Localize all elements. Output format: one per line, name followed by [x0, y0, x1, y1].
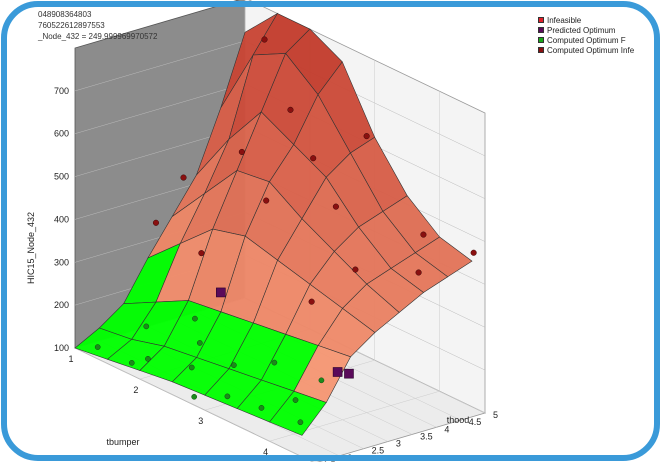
point-infeasible[interactable] [198, 250, 205, 257]
point-feasible[interactable] [192, 315, 198, 322]
point-infeasible[interactable] [352, 266, 359, 273]
legend-label: Predicted Optimum [547, 25, 616, 35]
y-gridline [74, 347, 314, 462]
predicted-optimum-point[interactable] [344, 368, 354, 379]
z-tick-label: 100 [54, 343, 69, 353]
z-tick-label: 700 [54, 86, 69, 96]
info-line-1: 048908364803 [38, 10, 92, 19]
point-infeasible[interactable] [308, 298, 315, 305]
point-infeasible[interactable] [152, 219, 160, 226]
info-line-3: _Node_432 = 249.999969970572 [38, 32, 158, 41]
point-infeasible[interactable] [415, 269, 422, 276]
z-tick-label: 400 [54, 214, 69, 224]
x-tick-label: 2 [133, 385, 138, 395]
y-tick-label: 4.5 [469, 417, 482, 427]
x-tick-label: 1 [68, 354, 73, 364]
point-feasible[interactable] [94, 344, 101, 350]
point-feasible[interactable] [231, 362, 237, 369]
point-infeasible[interactable] [470, 249, 477, 256]
legend-item-computed-feasible: Computed Optimum F [538, 35, 634, 45]
point-infeasible[interactable] [310, 155, 317, 162]
point-infeasible[interactable] [261, 36, 268, 43]
x-tick-label: 4 [263, 447, 268, 457]
info-line-2: 760522612897553 [38, 21, 105, 30]
legend-item-predicted-optimum: Predicted Optimum [538, 25, 634, 35]
legend-swatch [538, 17, 544, 23]
point-infeasible[interactable] [332, 203, 339, 210]
y-tick-label: 5 [493, 410, 498, 420]
point-feasible[interactable] [191, 393, 198, 400]
point-infeasible[interactable] [420, 231, 427, 238]
point-infeasible[interactable] [287, 106, 294, 113]
point-feasible[interactable] [128, 360, 135, 366]
z-tick-label: 300 [54, 257, 69, 267]
legend-swatch [538, 27, 544, 33]
point-feasible[interactable] [271, 359, 278, 366]
y-tick-label: 4 [444, 424, 449, 434]
x-gridline [269, 91, 440, 442]
point-feasible[interactable] [145, 355, 151, 362]
predicted-optimum-point[interactable] [216, 287, 226, 298]
point-infeasible[interactable] [363, 133, 370, 140]
point-feasible[interactable] [258, 405, 265, 411]
point-feasible[interactable] [297, 419, 304, 426]
z-tick-label: 600 [54, 129, 69, 139]
legend-swatch [538, 47, 544, 53]
point-feasible[interactable] [196, 340, 203, 346]
point-infeasible[interactable] [263, 197, 270, 204]
surface-cell [269, 390, 327, 436]
point-feasible[interactable] [188, 364, 195, 371]
legend-label: Computed Optimum F [547, 35, 626, 45]
point-feasible[interactable] [318, 377, 325, 384]
y-tick-label: 3 [396, 439, 401, 449]
z-axis-label: HIC15_Node_432 [26, 212, 36, 284]
point-feasible[interactable] [292, 397, 299, 403]
legend: Infeasible Predicted Optimum Computed Op… [538, 15, 634, 55]
z-tick-label: 200 [54, 300, 69, 310]
legend-label: Infeasible [547, 15, 582, 25]
legend-label: Computed Optimum Infe [547, 45, 635, 55]
legend-item-computed-infeasible: Computed Optimum Infe [538, 45, 634, 55]
legend-item-infeasible: Infeasible [538, 15, 634, 25]
z-tick-label: 500 [54, 172, 69, 182]
y-tick-label: 3.5 [420, 431, 433, 441]
x-tick-label: 3 [198, 416, 203, 426]
legend-swatch [538, 37, 544, 43]
predicted-optimum-point[interactable] [332, 367, 343, 377]
point-infeasible[interactable] [180, 174, 187, 181]
x-axis-label: tbumper [106, 437, 139, 447]
point-infeasible[interactable] [238, 148, 245, 155]
point-feasible[interactable] [224, 393, 231, 400]
point-feasible[interactable] [143, 323, 150, 330]
y-axis-label: thood [447, 415, 470, 425]
y-tick-label: 2.5 [372, 446, 385, 456]
